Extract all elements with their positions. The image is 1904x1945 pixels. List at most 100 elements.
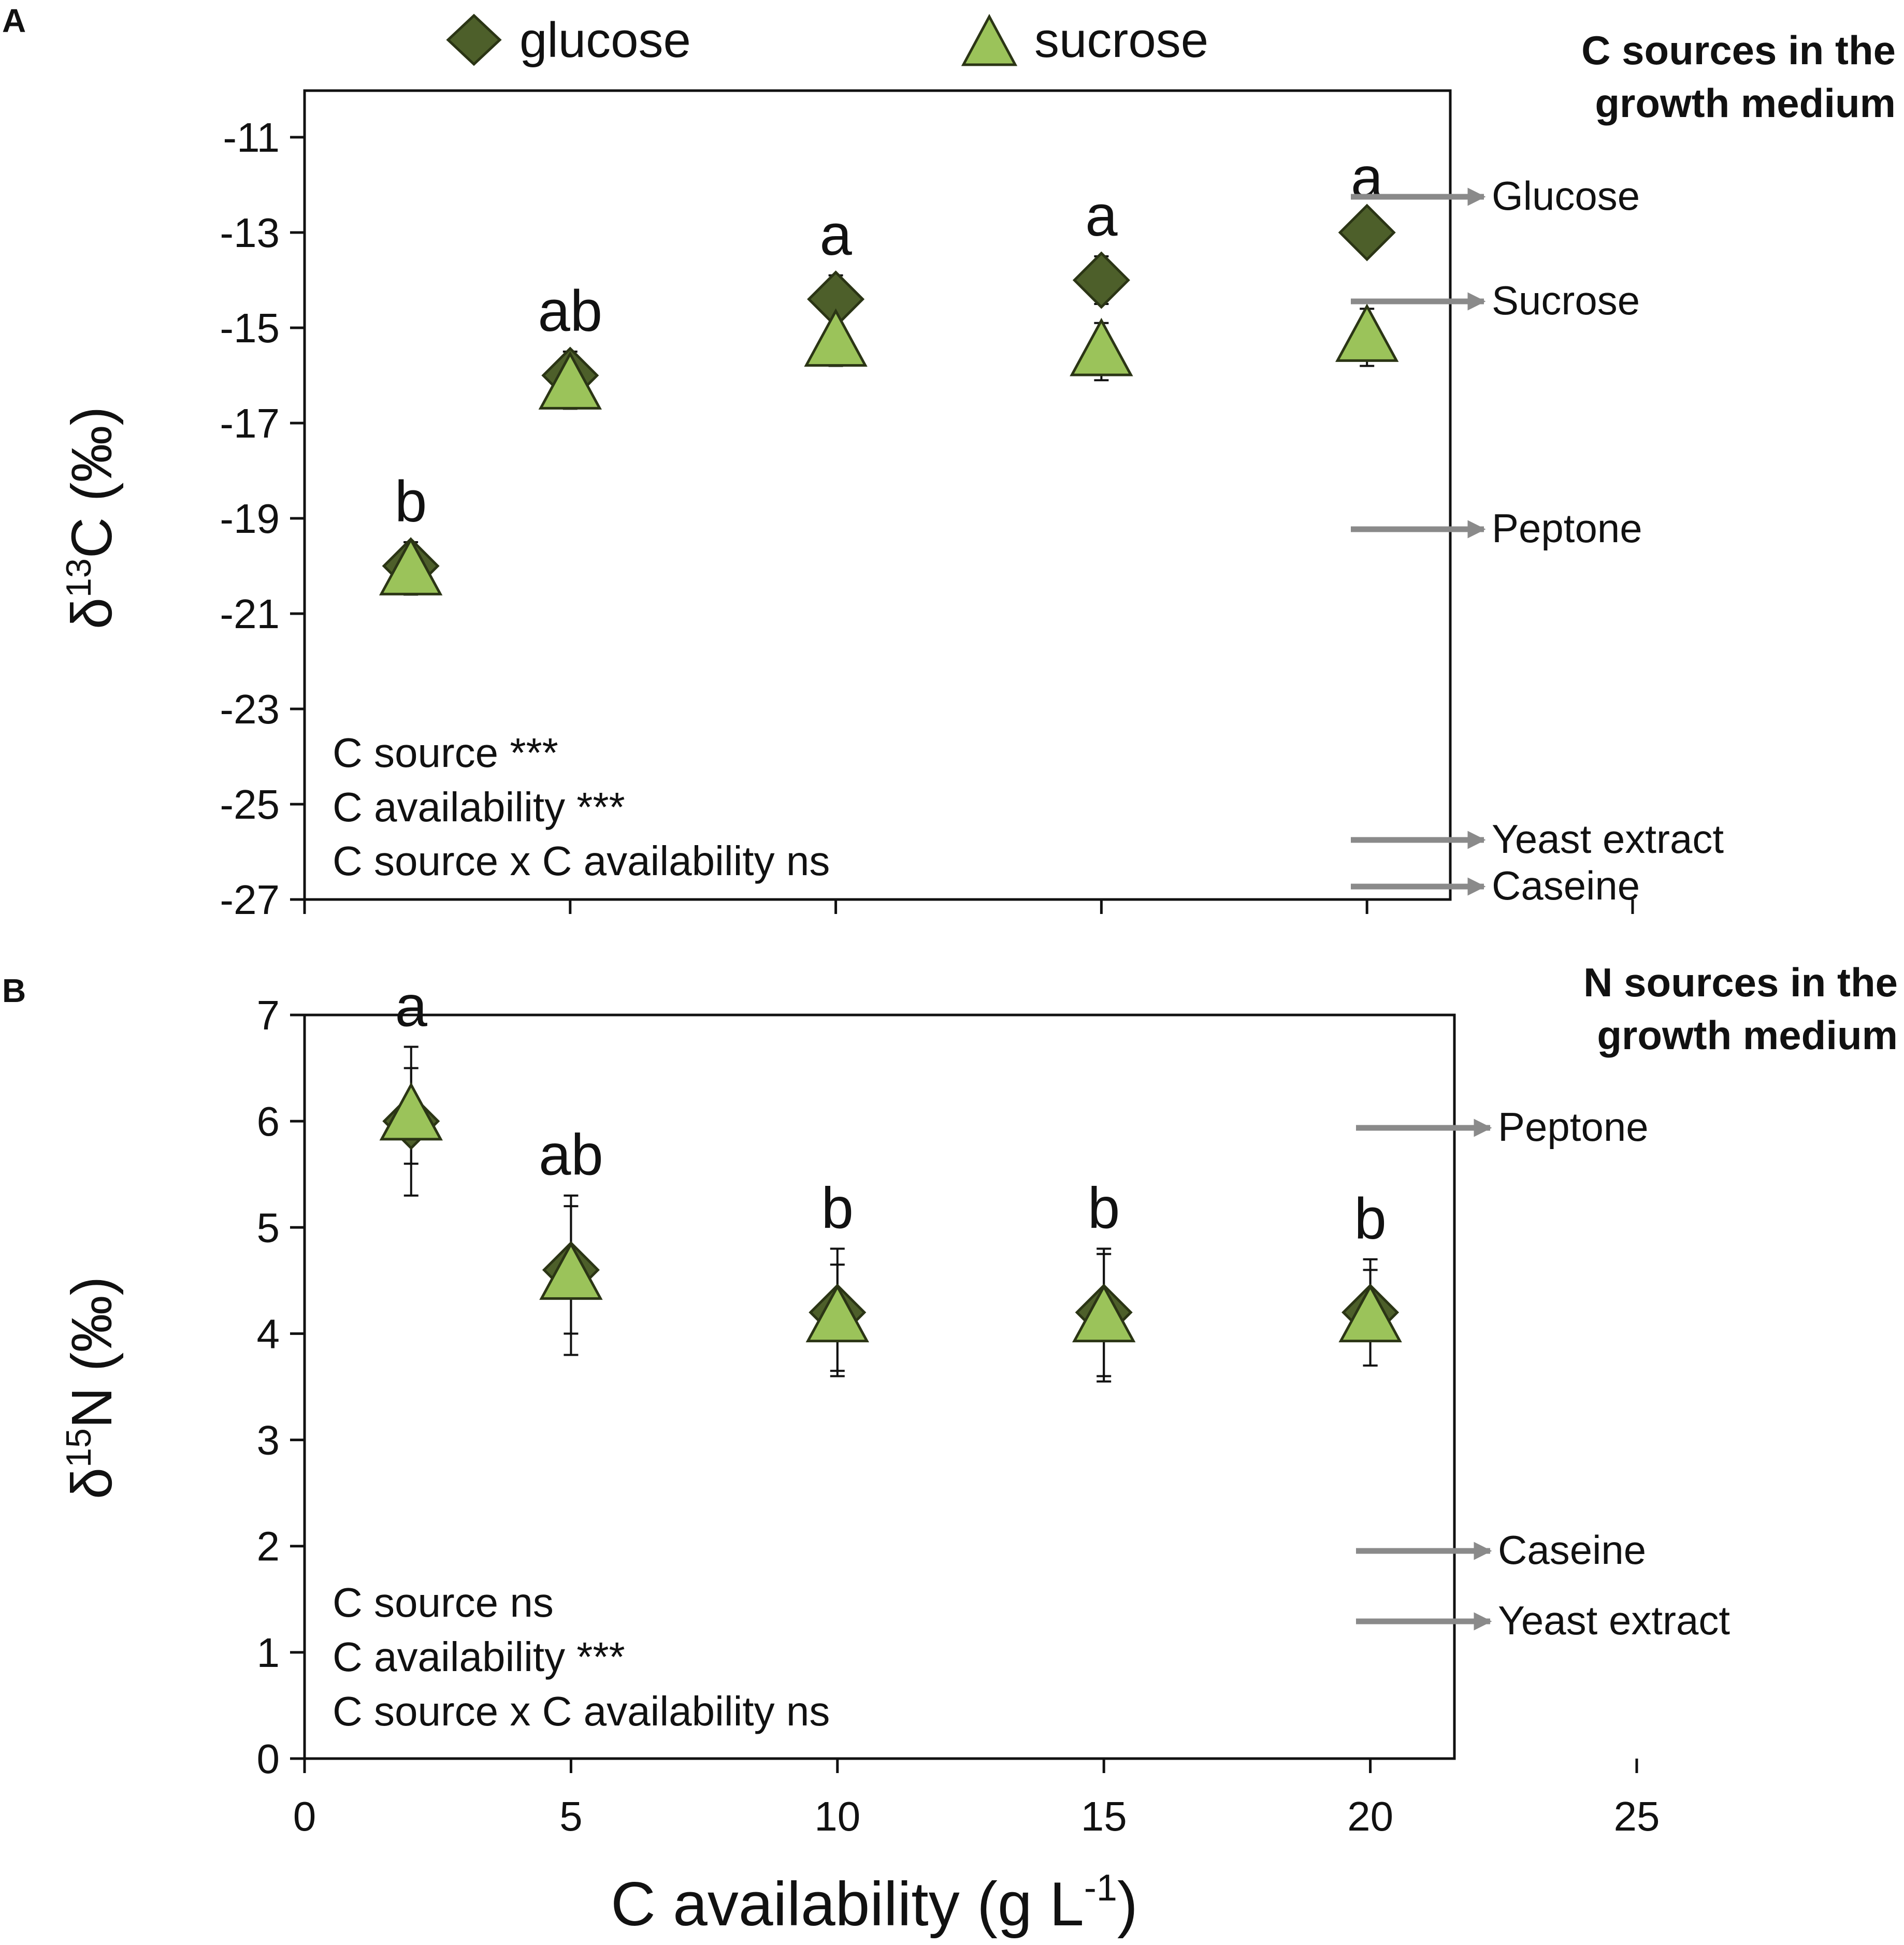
y-label-superscript: 13 [59, 558, 98, 598]
point-sucrose [1070, 317, 1133, 376]
panel-a-source-arrows: Glucose Sucrose Peptone Yeast extractCasein… [1351, 173, 1724, 908]
panel-a-y-axis-label: δ13C (‰) [59, 407, 124, 629]
point-sucrose [1335, 303, 1399, 362]
stats-line-1: C source ns [333, 1579, 554, 1625]
panel-b-source-arrows: Peptone Caseine Yeast extract [1356, 1104, 1730, 1643]
panel-a-data-marks: b ab a a a [379, 145, 1399, 596]
x-tick-label: 25 [1614, 1793, 1660, 1839]
source-label: Sucrose [1492, 278, 1640, 323]
panel-b-plot-frame [303, 1013, 1456, 1760]
y-tick-label: 5 [257, 1204, 280, 1251]
panel-b-y-axis-label: δ15N (‰) [59, 1276, 124, 1499]
stats-line-2: C availability *** [333, 784, 625, 830]
sources-title-line-2: growth medium [1595, 80, 1896, 126]
y-tick-label: -11 [223, 114, 280, 161]
svg-text:δ15N (‰): δ15N (‰) [59, 1276, 124, 1499]
panel-b-stats: C source ns C availability *** C source … [333, 1579, 830, 1734]
sources-title-line-1: N sources in the [1583, 960, 1898, 1005]
point-sucrose [804, 308, 868, 367]
panel-a-grid-ticks: -11 -13 -15 -17 -19 -21 -23 -25 -27 [220, 114, 1634, 923]
y-label-text: N (‰) [60, 1276, 124, 1428]
y-tick-label: 7 [257, 992, 280, 1038]
y-tick-label: -19 [220, 496, 280, 542]
svg-text:C availability (g L-1): C availability (g L-1) [611, 1867, 1138, 1939]
point-sucrose [1338, 1284, 1402, 1343]
y-label-superscript: 15 [59, 1428, 98, 1468]
legend-label-sucrose: sucrose [1034, 12, 1208, 68]
significance-letter: a [1351, 145, 1383, 210]
svg-text:δ13C (‰): δ13C (‰) [59, 407, 124, 629]
panel-letter-a: A [2, 2, 26, 39]
panel-letter-b: B [2, 972, 26, 1009]
source-label: Glucose [1492, 173, 1640, 219]
significance-letter: b [395, 469, 427, 534]
legend-item-glucose: glucose [446, 12, 691, 68]
y-label-delta: δ [60, 1468, 124, 1499]
panel-b-data-marks: a ab b b b [379, 974, 1402, 1383]
y-tick-label: -15 [220, 305, 280, 351]
x-tick-label: 10 [814, 1793, 860, 1839]
y-tick-label: 1 [257, 1630, 280, 1676]
x-label-text: C availability (g L [611, 1869, 1084, 1939]
y-tick-label: -23 [220, 686, 280, 732]
y-label-delta: δ [60, 598, 124, 629]
source-label: Peptone [1498, 1104, 1649, 1150]
significance-letter: ab [538, 279, 603, 343]
significance-letter: ab [539, 1123, 603, 1187]
panel-a-plot-frame [303, 89, 1452, 901]
legend-diamond-marker [446, 13, 502, 66]
legend-triangle-marker [961, 13, 1018, 66]
significance-letter: a [1085, 183, 1118, 248]
stats-line-2: C availability *** [333, 1634, 625, 1680]
source-label: Caseine [1498, 1527, 1646, 1573]
x-tick-label: 20 [1347, 1793, 1393, 1839]
stats-line-3: C source x C availability ns [333, 1688, 830, 1734]
x-label-superscript: -1 [1084, 1867, 1117, 1909]
panel-b-sources-title: N sources in the growth medium [1583, 960, 1898, 1058]
x-tick-label: 5 [559, 1793, 583, 1839]
point-sucrose [805, 1284, 870, 1343]
stats-line-3: C source x C availability ns [333, 838, 830, 884]
y-tick-label: -17 [220, 400, 280, 446]
x-tick-label: 15 [1081, 1793, 1127, 1839]
point-sucrose [538, 351, 602, 410]
y-tick-label: 3 [257, 1417, 280, 1463]
source-label: Yeast extract [1498, 1598, 1730, 1643]
y-tick-label: 2 [257, 1523, 280, 1570]
significance-letter: b [1088, 1175, 1120, 1240]
source-label: Caseine [1492, 863, 1640, 908]
sources-title-line-1: C sources in the [1581, 27, 1896, 73]
x-tick-label: 0 [293, 1793, 316, 1839]
y-tick-label: 6 [257, 1098, 280, 1144]
legend-item-sucrose: sucrose [961, 12, 1208, 68]
source-label: Peptone [1492, 505, 1642, 551]
panel-a: A -11 -13 -15 -17 -19 -21 -23 -25 -27 δ13C (‰) C… [2, 2, 1896, 923]
y-label-text: C (‰) [60, 407, 124, 558]
panel-a-sources-title: C sources in the growth medium [1581, 27, 1896, 126]
significance-letter: b [1354, 1186, 1386, 1251]
y-tick-label: -13 [220, 210, 280, 256]
point-sucrose [379, 536, 443, 596]
panel-a-stats: C source *** C availability *** C source… [333, 730, 830, 884]
significance-letter: b [821, 1175, 854, 1240]
x-label-close: ) [1117, 1869, 1138, 1939]
point-sucrose [539, 1241, 603, 1300]
sources-title-line-2: growth medium [1597, 1012, 1898, 1058]
point-sucrose [1072, 1284, 1136, 1343]
source-label: Yeast extract [1492, 816, 1724, 862]
y-tick-label: -25 [220, 781, 280, 828]
panel-b-grid-ticks: 0 1 2 3 4 5 6 7 0 5 10 15 20 25 [257, 992, 1660, 1839]
point-glucose [1338, 204, 1396, 262]
significance-letter: a [395, 974, 428, 1039]
y-tick-label: 0 [257, 1736, 280, 1782]
legend: glucose sucrose [446, 12, 1208, 68]
x-axis-label: C availability (g L-1) [611, 1867, 1138, 1939]
legend-label-glucose: glucose [520, 12, 691, 68]
point-sucrose [379, 1082, 443, 1141]
significance-letter: a [819, 202, 852, 267]
stats-line-1: C source *** [333, 730, 558, 776]
y-tick-label: -27 [220, 877, 280, 923]
y-tick-label: 4 [257, 1311, 280, 1357]
